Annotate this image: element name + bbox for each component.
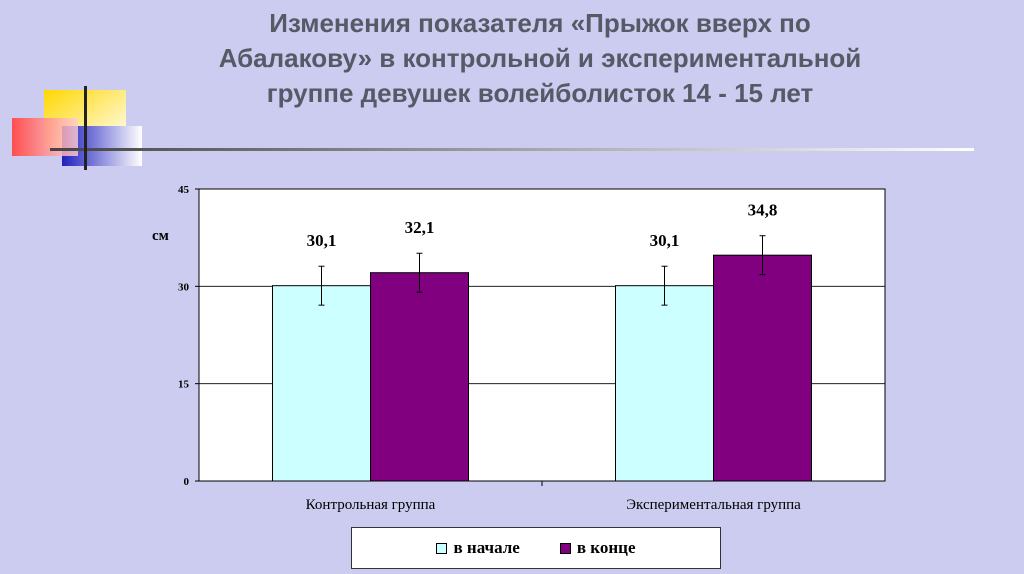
y-tick-label: 30 <box>178 281 190 293</box>
title-line-1: Изменения показателя «Прыжок вверх по <box>269 8 811 38</box>
bar-end <box>713 254 812 482</box>
title-line-3: группе девушек волейболисток 14 - 15 лет <box>266 78 814 108</box>
legend-label-start: в начале <box>453 538 520 557</box>
y-axis-label: см <box>152 228 169 244</box>
y-tick-label: 15 <box>178 379 190 391</box>
slide-title: Изменения показателя «Прыжок вверх по Аб… <box>150 6 930 111</box>
x-tick-label: Контрольная группа <box>306 497 436 513</box>
y-tick-label: 0 <box>184 476 190 488</box>
title-line-2: Абалакову» в контрольной и экспериментал… <box>218 43 862 73</box>
legend-swatch-end <box>559 542 571 554</box>
legend-swatch-start <box>436 542 448 554</box>
legend-item-end: в конце <box>559 538 636 558</box>
data-label: 30,1 <box>650 231 680 250</box>
bar-start <box>272 285 371 482</box>
x-tick-label: Экспериментальная группа <box>626 497 801 513</box>
y-tick-label: 45 <box>178 184 190 196</box>
legend-label-end: в конце <box>576 538 636 557</box>
legend: в начале в конце <box>351 527 721 569</box>
bar-end <box>370 272 469 482</box>
legend-item-start: в начале <box>436 538 520 558</box>
data-label: 32,1 <box>405 218 435 237</box>
data-label: 34,8 <box>748 201 778 220</box>
bar-start <box>615 285 714 482</box>
data-label: 30,1 <box>307 231 337 250</box>
